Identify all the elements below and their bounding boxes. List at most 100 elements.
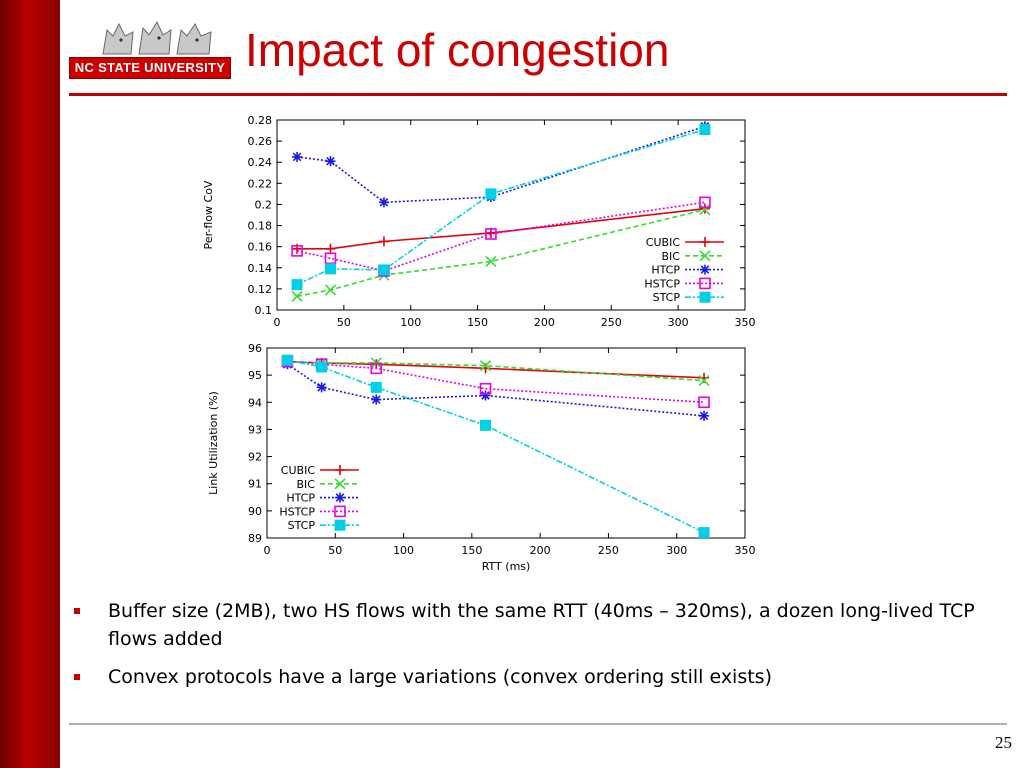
y-tick-label: 0.22	[248, 177, 273, 190]
logo-text: NC STATE UNIVERSITY	[74, 60, 226, 75]
title-divider	[69, 93, 1007, 96]
filled-square-marker	[699, 291, 711, 303]
plus-marker	[325, 243, 336, 254]
y-axis-label: Per-flow CoV	[202, 180, 215, 249]
x-marker	[699, 250, 711, 262]
x-tick-label: 100	[393, 544, 414, 557]
plus-marker	[335, 465, 345, 475]
series-stcp	[291, 124, 711, 291]
x-tick-label: 300	[668, 316, 689, 329]
university-logo: NC STATE UNIVERSITY	[69, 20, 231, 80]
square-marker	[324, 252, 337, 265]
star-marker	[316, 382, 327, 393]
slide-title: Impact of congestion	[245, 24, 670, 76]
y-tick-label: 0.26	[248, 135, 273, 148]
bullet-marker-icon	[74, 674, 80, 680]
square-marker	[479, 382, 492, 395]
x-marker	[324, 284, 337, 296]
y-tick-label: 0.12	[248, 283, 273, 296]
filled-square-marker	[291, 279, 303, 291]
y-tick-label: 92	[248, 451, 262, 464]
filled-square-marker	[334, 519, 346, 531]
legend-label: HTCP	[651, 264, 680, 277]
legend-label: HSTCP	[644, 277, 680, 290]
x-marker	[698, 375, 710, 387]
x-marker	[485, 255, 497, 268]
star-marker	[480, 390, 491, 401]
chart-2: 0 50 100 150 200 250 300 350 89 90 91 92 93 94 95 96 Lin…	[207, 342, 756, 573]
legend-label: HSTCP	[279, 505, 315, 518]
bullet-text: Convex protocols have a large variations…	[108, 666, 772, 688]
filled-square-marker	[281, 354, 293, 366]
star-marker	[325, 156, 336, 167]
legend-label: BIC	[297, 478, 316, 491]
left-accent-bar	[0, 0, 60, 768]
bullet-text: Buffer size (2MB), two HS flows with the…	[108, 600, 975, 650]
filled-square-marker	[378, 264, 390, 276]
y-tick-label: 0.14	[248, 262, 273, 275]
x-tick-label: 200	[534, 316, 555, 329]
square-marker	[485, 228, 497, 240]
legend-label: STCP	[653, 291, 681, 304]
bullet-item: Buffer size (2MB), two HS flows with the…	[70, 597, 1000, 653]
x-tick-label: 250	[598, 544, 619, 557]
filled-square-marker	[698, 527, 710, 539]
legend-label: STCP	[288, 519, 316, 532]
y-tick-label: 0.18	[248, 220, 273, 233]
y-tick-label: 89	[248, 532, 262, 545]
legend-label: CUBIC	[281, 464, 316, 477]
filled-square-marker	[485, 188, 497, 200]
x-tick-label: 0	[274, 316, 281, 329]
x-tick-label: 100	[400, 316, 421, 329]
y-tick-label: 95	[248, 369, 262, 382]
legend-label: CUBIC	[646, 236, 681, 249]
y-tick-label: 0.16	[248, 241, 273, 254]
filled-square-marker	[480, 419, 492, 431]
y-tick-label: 90	[248, 505, 262, 518]
y-tick-label: 94	[248, 396, 262, 409]
x-marker	[291, 290, 303, 302]
legend-label: HTCP	[286, 492, 315, 505]
bullet-list: Buffer size (2MB), two HS flows with the…	[70, 597, 1000, 701]
footer-divider	[69, 723, 1007, 725]
series-cubic	[292, 203, 710, 254]
x-tick-label: 50	[328, 544, 342, 557]
x-tick-label: 350	[735, 316, 756, 329]
x-tick-label: 0	[264, 544, 271, 557]
x-tick-label: 200	[530, 544, 551, 557]
star-marker	[699, 410, 710, 421]
legend-label: BIC	[662, 250, 681, 263]
square-marker	[699, 196, 711, 209]
filled-square-marker	[324, 263, 336, 275]
square-marker	[370, 362, 383, 375]
y-tick-label: 91	[248, 478, 262, 491]
star-marker	[700, 264, 710, 275]
plus-marker	[378, 236, 389, 247]
y-tick-label: 0.1	[255, 304, 273, 317]
star-marker	[378, 197, 389, 208]
series-line	[287, 360, 705, 404]
x-tick-label: 300	[666, 544, 687, 557]
square-marker	[699, 277, 711, 290]
x-tick-label: 250	[601, 316, 622, 329]
star-marker	[371, 394, 382, 405]
x-marker	[334, 478, 346, 490]
bullet-item: Convex protocols have a large variations…	[70, 663, 1000, 691]
x-tick-label: 150	[467, 316, 488, 329]
page-number: 25	[995, 733, 1012, 752]
wolf-heads-icon	[102, 20, 212, 55]
filled-square-marker	[699, 124, 711, 135]
charts-figure: 0 50 100 150 200 250 300 350 0.1 0.12 0.14 0.16 0.18…	[202, 114, 756, 573]
filled-square-marker	[316, 361, 328, 373]
plot-frame	[276, 119, 746, 311]
x-tick-label: 150	[461, 544, 482, 557]
square-marker	[291, 245, 303, 257]
y-tick-label: 0.28	[248, 114, 273, 127]
x-tick-label: 50	[337, 316, 351, 329]
square-marker	[698, 396, 710, 409]
y-tick-label: 0.2	[255, 198, 273, 211]
plus-marker	[700, 237, 710, 247]
plot-frame	[266, 347, 746, 539]
x-tick-label: 350	[735, 544, 756, 557]
